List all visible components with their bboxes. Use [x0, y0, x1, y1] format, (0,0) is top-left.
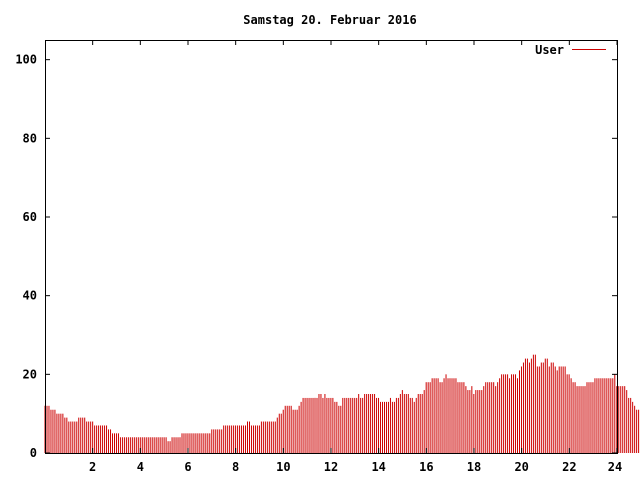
y-tick-label: 80 — [23, 131, 37, 145]
bar-series-user — [44, 354, 640, 453]
y-tick-label: 0 — [30, 446, 37, 460]
legend: User — [535, 43, 606, 57]
x-tick-label: 20 — [514, 460, 528, 474]
x-tick-label: 12 — [324, 460, 338, 474]
x-tick-label: 10 — [276, 460, 290, 474]
chart-title: Samstag 20. Februar 2016 — [243, 13, 416, 27]
x-tick-label: 4 — [137, 460, 144, 474]
x-tick-label: 6 — [184, 460, 191, 474]
x-tick-label: 22 — [562, 460, 576, 474]
y-tick-label: 60 — [23, 210, 37, 224]
x-tick-label: 2 — [89, 460, 96, 474]
legend-label-user: User — [535, 43, 564, 57]
x-tick-label: 16 — [419, 460, 433, 474]
x-tick-label: 8 — [232, 460, 239, 474]
x-axis: 2 4 6 8 10 12 14 16 18 20 22 24 — [89, 40, 622, 474]
y-tick-label: 20 — [23, 367, 37, 381]
y-tick-label: 40 — [23, 289, 37, 303]
y-axis: 0 20 40 60 80 100 — [15, 53, 617, 460]
x-tick-label: 24 — [608, 460, 622, 474]
x-tick-label: 18 — [467, 460, 481, 474]
y-tick-label: 100 — [15, 53, 37, 67]
x-tick-label: 14 — [371, 460, 385, 474]
